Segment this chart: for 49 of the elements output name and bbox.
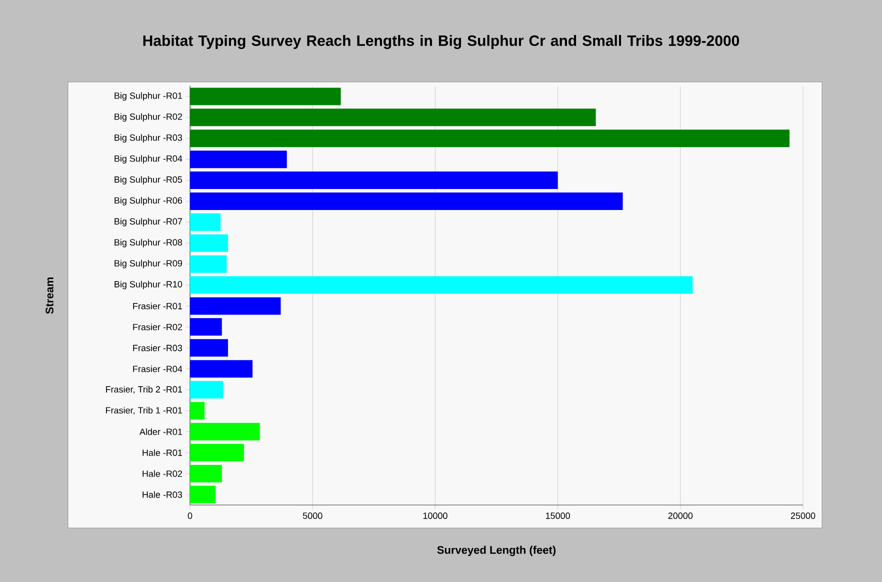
bar: [190, 172, 558, 190]
x-tick-label: 15000: [546, 512, 570, 519]
y-tick-label: Big Sulphur -R04: [114, 155, 182, 164]
bar: [190, 339, 228, 357]
y-tick-label: Hale -R02: [142, 470, 182, 477]
y-tick-label: Big Sulphur -R03: [114, 134, 182, 143]
x-tick-label: 5000: [302, 512, 322, 519]
y-tick-label: Frasier, Trib 1 -R01: [106, 406, 182, 415]
bar: [190, 130, 790, 148]
y-tick-label: Hale -R03: [142, 491, 182, 498]
bar: [190, 381, 224, 399]
bar: [190, 213, 221, 231]
y-tick-label: Frasier -R03: [133, 344, 182, 352]
y-tick-label: Big Sulphur -R06: [114, 197, 182, 206]
bar: [190, 360, 253, 378]
y-tick-label: Big Sulphur -R10: [114, 280, 182, 290]
y-tick-label: Big Sulphur -R05: [114, 176, 182, 184]
bar: [190, 255, 227, 273]
bar: [190, 444, 244, 462]
bar: [190, 464, 222, 482]
x-tick-label: 0: [188, 512, 192, 519]
bar: [190, 276, 693, 294]
x-axis-title: Surveyed Length (feet): [437, 546, 556, 556]
y-tick-label: Big Sulphur -R07: [114, 218, 182, 226]
bar: [190, 192, 623, 210]
bar: [190, 422, 260, 440]
y-tick-label: Alder -R01: [139, 428, 182, 435]
bar: [190, 88, 341, 106]
y-tick-label: Big Sulphur -R08: [114, 238, 182, 248]
x-tick-label: 10000: [423, 512, 448, 519]
bar: [190, 150, 287, 168]
bar: [190, 318, 222, 336]
bar: [190, 234, 228, 252]
y-tick-label: Frasier, Trib 2 -R01: [106, 386, 182, 394]
bar: [190, 297, 281, 315]
bar: [190, 108, 596, 126]
x-tick-label: 25000: [790, 512, 816, 519]
bar: [190, 486, 216, 504]
y-tick-label: Frasier -R02: [133, 324, 182, 330]
bar: [190, 402, 205, 420]
chart-title: Habitat Typing Survey Reach Lengths in Big Sulphur Cr and Small Tribs 1999-2000: [143, 34, 740, 50]
y-axis-title: Stream: [46, 278, 54, 314]
y-tick-label: Big Sulphur -R09: [114, 260, 182, 268]
x-tick-label: 20000: [668, 512, 693, 519]
y-tick-label: Frasier -R01: [133, 302, 182, 310]
y-tick-label: Frasier -R04: [133, 366, 182, 372]
y-tick-label: Big Sulphur -R01: [114, 92, 182, 101]
y-tick-label: Big Sulphur -R02: [114, 113, 182, 122]
y-tick-label: Hale -R01: [142, 449, 182, 456]
